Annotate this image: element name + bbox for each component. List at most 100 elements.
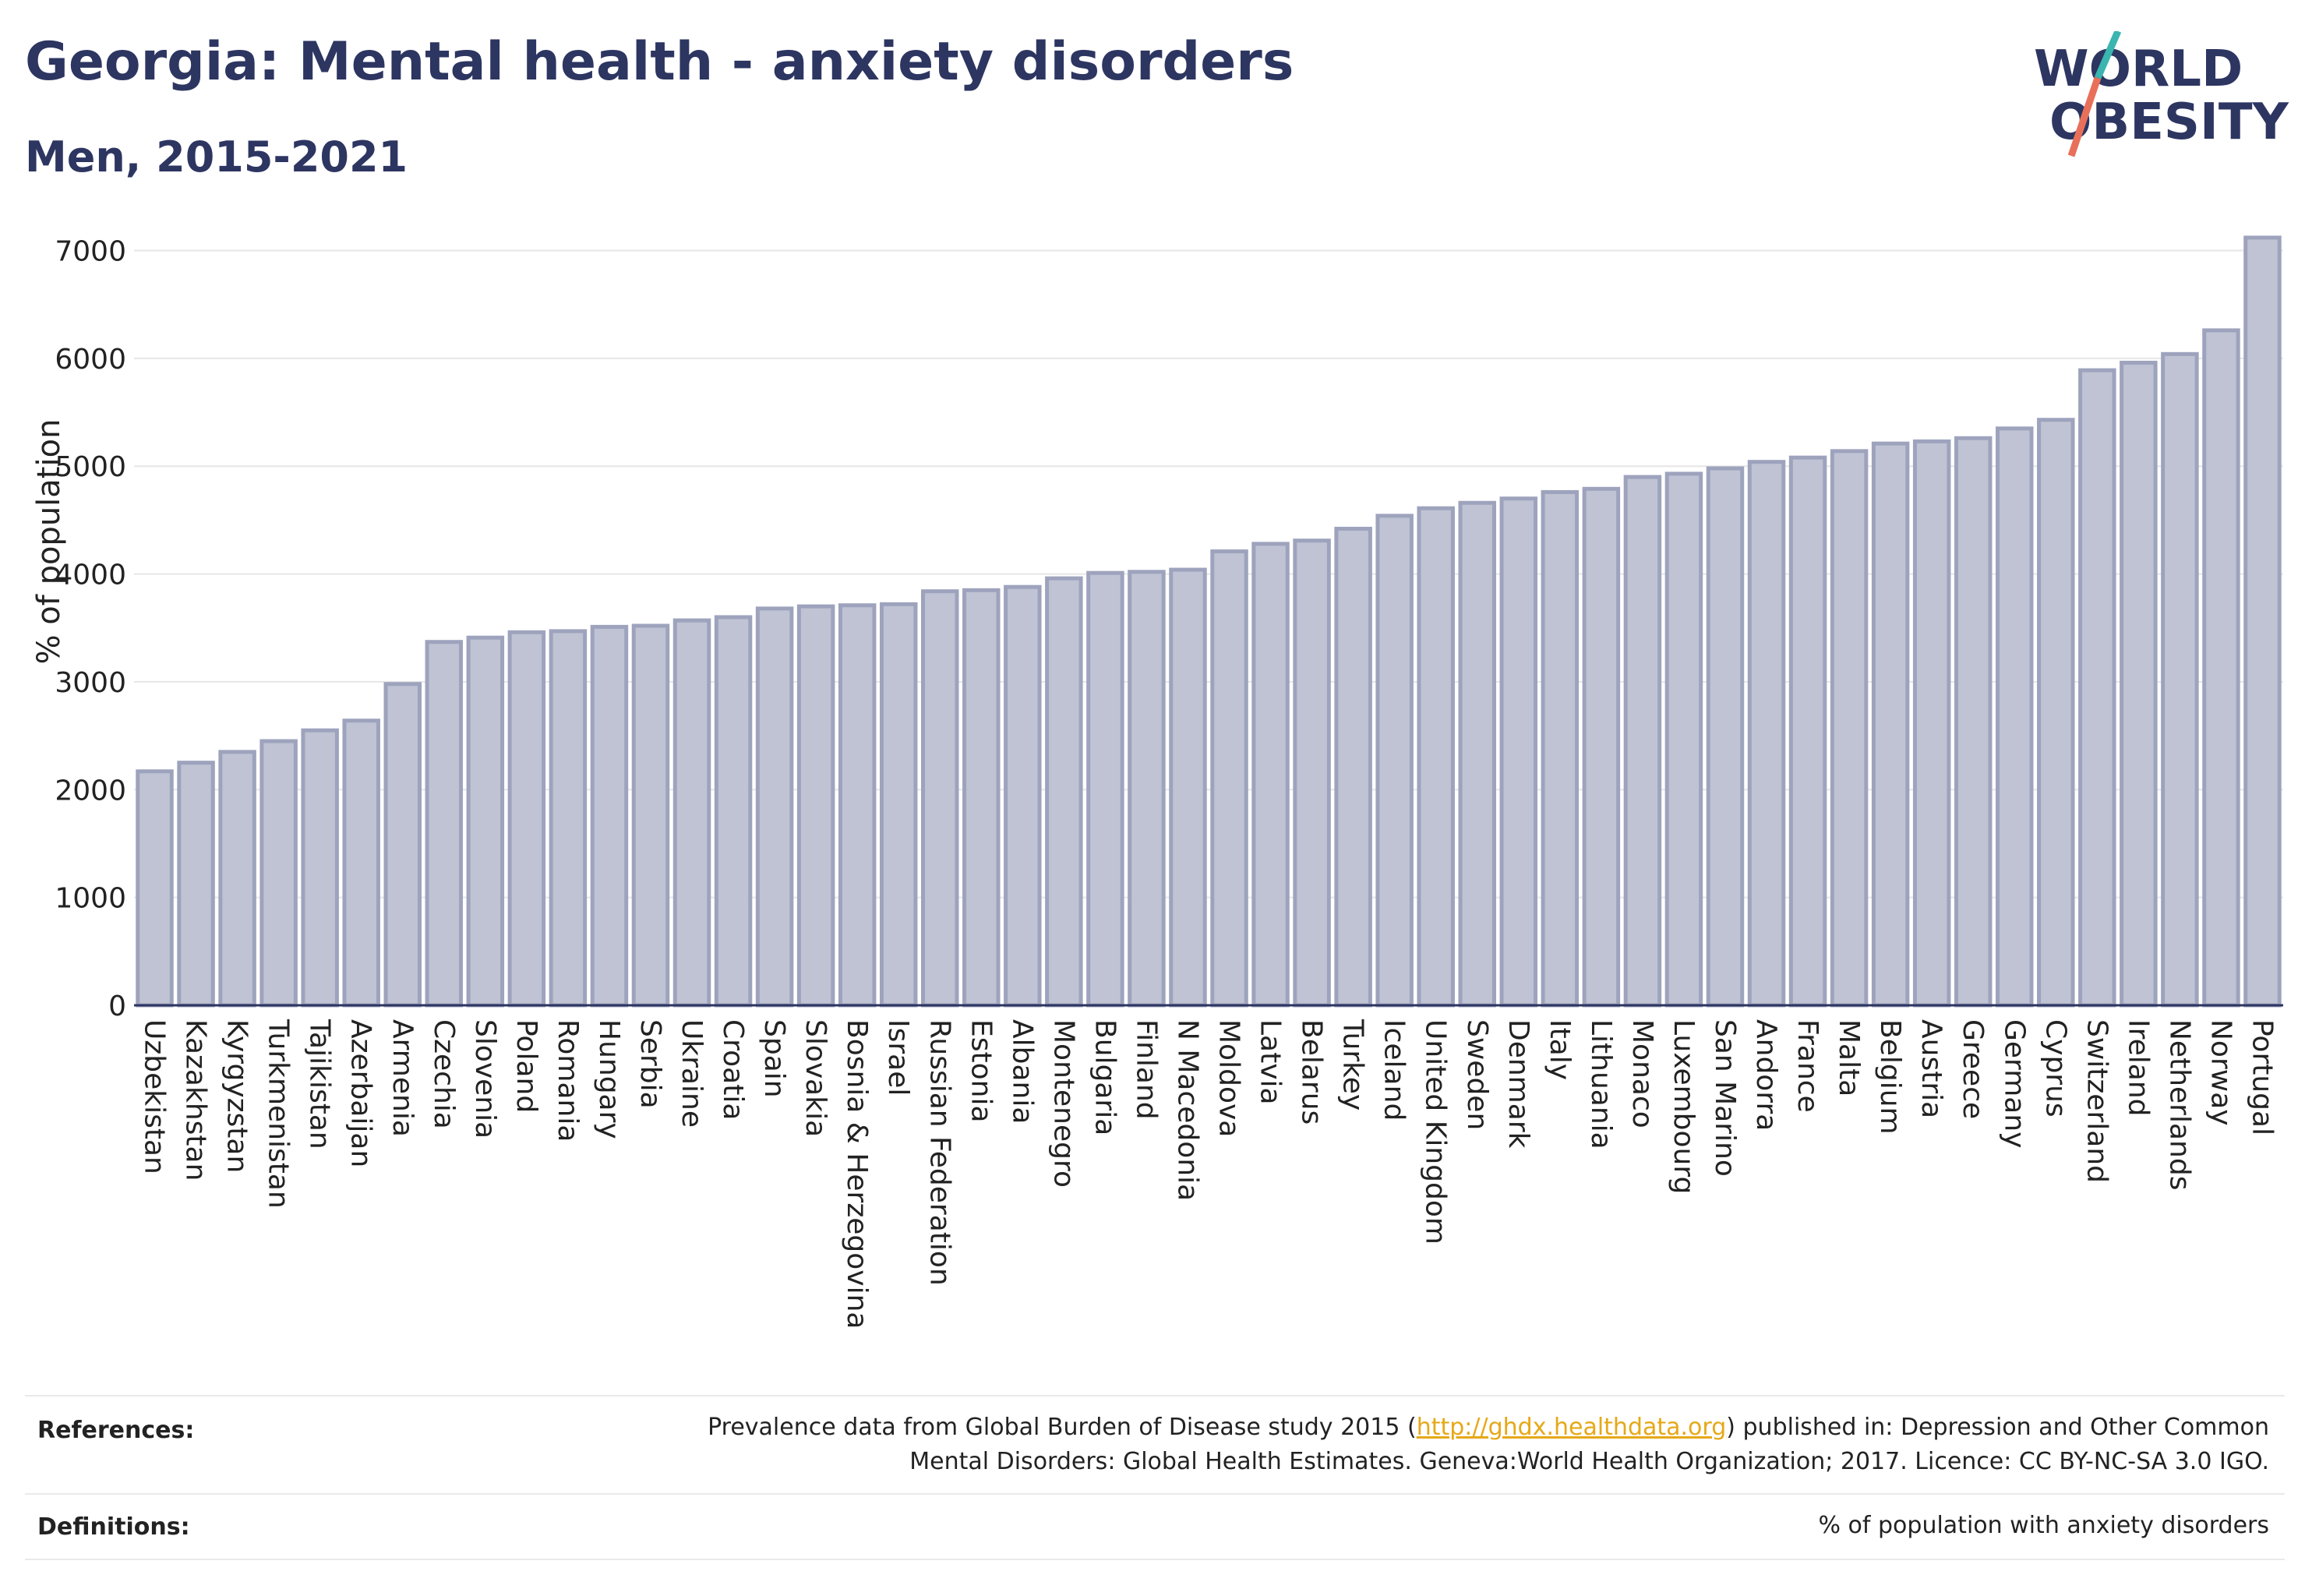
x-category-label: Bulgaria	[1089, 1019, 1121, 1135]
x-category-label: Uzbekistan	[139, 1019, 171, 1174]
x-category-label: Malta	[1833, 1019, 1865, 1096]
x-category-label: Montenegro	[1047, 1019, 1079, 1188]
x-category-label: Sweden	[1461, 1019, 1493, 1130]
bar	[2161, 351, 2199, 1008]
x-category-label: Kazakhstan	[180, 1019, 212, 1181]
x-category-label: United Kingdom	[1420, 1019, 1452, 1245]
definitions-text: % of population with anxiety disorders	[1818, 1512, 2269, 1539]
x-category-label: Germany	[1998, 1019, 2030, 1148]
y-tick-label: 0	[108, 990, 126, 1022]
x-category-label: Switzerland	[2081, 1019, 2113, 1183]
bar	[921, 589, 959, 1008]
bar	[1788, 455, 1827, 1008]
references-text-part2: ) published in: Depression and Other Com…	[1726, 1414, 2269, 1441]
x-category-label: Luxembourg	[1668, 1019, 1700, 1194]
y-tick-label: 2000	[55, 775, 126, 807]
x-category-label: Albania	[1006, 1019, 1038, 1124]
x-category-label: Monaco	[1626, 1019, 1658, 1128]
y-tick-label: 6000	[55, 344, 126, 376]
logo-line1: WORLD	[2034, 41, 2243, 98]
x-category-label: Tajikistan	[304, 1019, 336, 1149]
bar	[1830, 449, 1869, 1008]
bar	[1954, 436, 1993, 1008]
x-category-label: Kyrgyzstan	[221, 1019, 253, 1173]
x-category-label: Armenia	[387, 1019, 418, 1137]
bar	[1623, 475, 1662, 1008]
x-category-label: Estonia	[965, 1019, 997, 1123]
bar	[136, 769, 174, 1008]
x-category-label: Greece	[1957, 1019, 1989, 1119]
bar	[1004, 584, 1042, 1008]
x-category-label: Moldova	[1213, 1019, 1245, 1137]
bar	[1417, 506, 1455, 1008]
x-category-label: Denmark	[1502, 1019, 1534, 1149]
y-tick-label: 7000	[55, 236, 126, 268]
references-row: References: Prevalence data from Global …	[25, 1395, 2285, 1495]
x-category-label: Austria	[1915, 1019, 1947, 1118]
bar	[1375, 514, 1414, 1008]
references-text-part1: Prevalence data from Global Burden of Di…	[708, 1414, 1417, 1441]
bar	[1871, 441, 1910, 1008]
bar	[755, 606, 794, 1008]
x-category-label: Bosnia & Herzegovina	[841, 1019, 873, 1329]
bar	[1128, 570, 1166, 1008]
bar	[549, 629, 588, 1008]
x-category-label: Lithuania	[1585, 1019, 1617, 1149]
x-category-label: Hungary	[593, 1019, 625, 1139]
x-category-label: Belgium	[1874, 1019, 1906, 1135]
references-link[interactable]: http://ghdx.healthdata.org	[1416, 1414, 1727, 1441]
y-tick-label: 3000	[55, 667, 126, 699]
x-category-label: Serbia	[634, 1019, 666, 1109]
x-category-label: Croatia	[717, 1019, 749, 1120]
x-category-label: Iceland	[1378, 1019, 1410, 1121]
x-category-label: Russian Federation	[923, 1019, 955, 1286]
bar-chart: 0 1000 2000 3000 4000 5000 6000 7000 Uzbekistan K…	[31, 235, 2283, 1329]
bar	[2037, 418, 2075, 1008]
x-category-label: Andorra	[1750, 1019, 1782, 1131]
x-category-label: Ireland	[2122, 1019, 2154, 1117]
x-category-label: Finland	[1130, 1019, 1162, 1120]
bar	[2120, 360, 2158, 1008]
y-tick-label: 1000	[55, 883, 126, 915]
bar	[1169, 567, 1207, 1008]
bar	[1706, 466, 1745, 1008]
bar	[1334, 526, 1372, 1008]
page-subtitle: Men, 2015-2021	[25, 132, 408, 182]
x-category-label: Italy	[1544, 1019, 1576, 1080]
bar	[218, 750, 256, 1008]
definitions-label: Definitions:	[37, 1513, 190, 1541]
x-category-label: Latvia	[1255, 1019, 1287, 1105]
references-text: Prevalence data from Global Burden of Di…	[708, 1411, 2269, 1479]
bar	[1747, 460, 1786, 1008]
bar	[1499, 496, 1538, 1008]
x-category-label: Belarus	[1296, 1019, 1328, 1125]
page-title: Georgia: Mental health - anxiety disorde…	[25, 31, 1294, 93]
bar	[631, 623, 670, 1008]
x-category-label: Azerbaijan	[345, 1019, 377, 1167]
logo-slash-teal	[2094, 31, 2122, 79]
x-category-label: Poland	[510, 1019, 542, 1113]
bar	[796, 604, 835, 1008]
x-category-label: Spain	[758, 1019, 790, 1098]
x-category-label: Slovakia	[800, 1019, 831, 1137]
bar	[838, 603, 877, 1008]
x-category-label: N Macedonia	[1171, 1019, 1203, 1201]
x-category-label: Netherlands	[2163, 1019, 2195, 1190]
bar	[1293, 538, 1331, 1008]
x-category-label: Romania	[552, 1019, 584, 1142]
bar	[2243, 235, 2282, 1008]
bar	[1251, 542, 1290, 1008]
bar	[177, 761, 215, 1008]
references-text-line2: Mental Disorders: Global Health Estimate…	[909, 1448, 2269, 1475]
bar	[301, 728, 339, 1008]
x-category-label: Ukraine	[676, 1019, 708, 1128]
bar	[2202, 328, 2240, 1008]
x-category-label: Cyprus	[2039, 1019, 2071, 1118]
references-label: References:	[37, 1417, 195, 1444]
x-category-label: Czechia	[428, 1019, 460, 1129]
bar	[1045, 576, 1083, 1008]
x-category-label: Turkey	[1337, 1019, 1369, 1110]
bar	[1086, 570, 1124, 1008]
y-tick-label: 4000	[55, 560, 126, 591]
bar	[1458, 500, 1496, 1008]
